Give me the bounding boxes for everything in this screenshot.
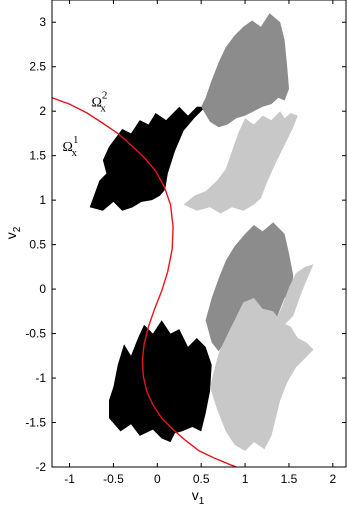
region-5: [183, 111, 298, 214]
y-tick-label: -1.5: [25, 416, 46, 430]
plot-frame: [51, 0, 347, 468]
region-layer: [89, 13, 314, 451]
y-tick-label: -2: [35, 460, 46, 474]
y-tick-label: 1.5: [29, 149, 46, 163]
x-tick-label: -0.5: [103, 472, 124, 486]
x-tick-label: 0: [154, 472, 161, 486]
annotation-layer: Ω2 x Ω1 x: [63, 90, 108, 159]
y-tick-label: 2.5: [29, 60, 46, 74]
x-tick-label: 0.5: [193, 472, 210, 486]
y-tick-label: 0.5: [29, 238, 46, 252]
region-2: [109, 320, 212, 443]
y-tick-label: 2: [39, 104, 46, 118]
y-axis-label: v2: [3, 226, 23, 239]
y-axis: -2 -1.5 -1 -0.5 0 0.5 1 1.5 2 2.5 3: [25, 15, 346, 474]
y-tick-label: -0.5: [25, 327, 46, 341]
region-label-2: Ω1 x: [63, 134, 79, 159]
region-4: [205, 222, 294, 352]
curve-layer: [52, 97, 237, 467]
boundary-curve: [52, 97, 237, 467]
x-tick-label: 1.5: [281, 472, 298, 486]
region-7: [275, 264, 314, 325]
y-tick-label: 1: [39, 193, 46, 207]
region-label-1: Ω2 x: [91, 90, 107, 115]
x-axis-label: v1: [192, 487, 205, 507]
region-1: [89, 106, 206, 211]
y-tick-label: -1: [35, 371, 46, 385]
x-tick-label: 1: [242, 472, 249, 486]
y-tick-label: 3: [39, 15, 46, 29]
region-3: [201, 13, 289, 128]
y-tick-label: 0: [39, 282, 46, 296]
x-tick-label: -1: [64, 472, 75, 486]
region-6: [210, 298, 314, 451]
x-axis: -1 -0.5 0 0.5 1 1.5 2: [64, 0, 336, 486]
x-tick-label: 2: [329, 472, 336, 486]
